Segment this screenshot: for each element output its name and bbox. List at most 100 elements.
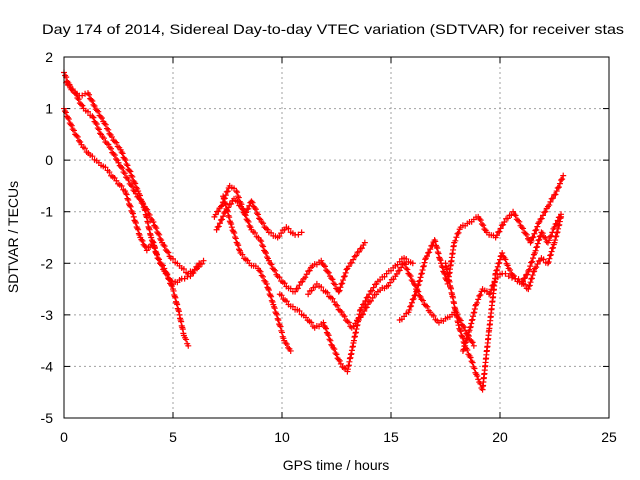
- data-point: [322, 324, 329, 331]
- data-point: [148, 234, 155, 241]
- data-point: [255, 211, 262, 218]
- data-point: [345, 263, 352, 270]
- data-point: [550, 244, 557, 251]
- data-point: [329, 295, 336, 302]
- y-tick-label: 1: [45, 101, 53, 117]
- data-point: [156, 231, 163, 238]
- data-point: [408, 299, 415, 306]
- data-point: [535, 220, 542, 227]
- data-point: [528, 259, 535, 266]
- y-tick-label: -5: [41, 410, 54, 426]
- data-point: [225, 212, 232, 219]
- data-point: [78, 101, 85, 108]
- data-point: [496, 259, 503, 266]
- data-point: [71, 90, 78, 97]
- data-point: [320, 262, 327, 269]
- data-point: [475, 376, 482, 383]
- data-point: [539, 212, 546, 219]
- data-point: [159, 262, 166, 269]
- data-point: [526, 283, 533, 290]
- data-point: [278, 292, 285, 299]
- data-point: [390, 276, 397, 283]
- data-point: [495, 260, 502, 267]
- data-point: [396, 267, 403, 274]
- data-point: [558, 213, 565, 220]
- data-point: [342, 269, 349, 276]
- data-point: [110, 150, 117, 157]
- data-point: [108, 133, 115, 140]
- data-point: [336, 357, 343, 364]
- data-point: [267, 292, 274, 299]
- data-point: [61, 108, 68, 115]
- data-point: [232, 234, 239, 241]
- data-point: [350, 323, 357, 330]
- data-point: [534, 223, 541, 230]
- data-point: [283, 298, 290, 305]
- data-point: [263, 254, 270, 261]
- data-point: [477, 217, 484, 224]
- data-point: [296, 282, 303, 289]
- data-point: [530, 255, 537, 262]
- data-point: [131, 179, 138, 186]
- data-point: [493, 232, 500, 239]
- data-point: [434, 249, 441, 256]
- data-point: [522, 274, 529, 281]
- data-point: [500, 221, 507, 228]
- data-point: [256, 267, 263, 274]
- data-point: [352, 320, 359, 327]
- data-point: [234, 193, 241, 200]
- data-point: [216, 220, 223, 227]
- data-point: [233, 188, 240, 195]
- data-point: [476, 292, 483, 299]
- data-point: [441, 269, 448, 276]
- data-point: [463, 336, 470, 343]
- data-point: [145, 210, 152, 217]
- data-point: [257, 268, 264, 275]
- data-point: [387, 279, 394, 286]
- data-point: [97, 113, 104, 120]
- data-point: [329, 276, 336, 283]
- data-point: [234, 240, 241, 247]
- data-point: [223, 188, 230, 195]
- data-point: [260, 273, 267, 280]
- data-point: [224, 208, 231, 215]
- data-point: [139, 237, 146, 244]
- data-point: [129, 209, 136, 216]
- data-point: [283, 341, 290, 348]
- data-point: [212, 211, 219, 218]
- data-point: [504, 262, 511, 269]
- data-point: [549, 245, 556, 252]
- data-point: [494, 263, 501, 270]
- data-point: [74, 95, 81, 101]
- data-point: [490, 281, 497, 288]
- data-point: [111, 138, 118, 145]
- data-point: [306, 267, 313, 274]
- data-point: [357, 314, 364, 321]
- data-point: [460, 346, 467, 353]
- data-point: [151, 244, 158, 251]
- data-point: [180, 266, 187, 273]
- data-point: [335, 356, 342, 363]
- data-point: [271, 303, 278, 310]
- data-point: [499, 249, 506, 256]
- data-point: [91, 102, 98, 109]
- data-point: [542, 208, 549, 215]
- data-point: [362, 297, 369, 304]
- data-point: [544, 260, 551, 267]
- data-point: [135, 226, 142, 233]
- data-point: [312, 284, 319, 291]
- data-point: [234, 189, 241, 196]
- data-point: [100, 135, 107, 142]
- data-point: [94, 125, 101, 132]
- data-point: [265, 285, 272, 292]
- data-point: [251, 229, 258, 236]
- x-tick-label: 5: [169, 429, 177, 445]
- data-point: [147, 215, 154, 222]
- data-point: [74, 133, 81, 140]
- y-tick-label: -4: [41, 358, 54, 374]
- data-point: [244, 217, 251, 224]
- data-point: [98, 115, 105, 122]
- series-trace-b: [61, 105, 203, 287]
- data-point: [75, 96, 82, 103]
